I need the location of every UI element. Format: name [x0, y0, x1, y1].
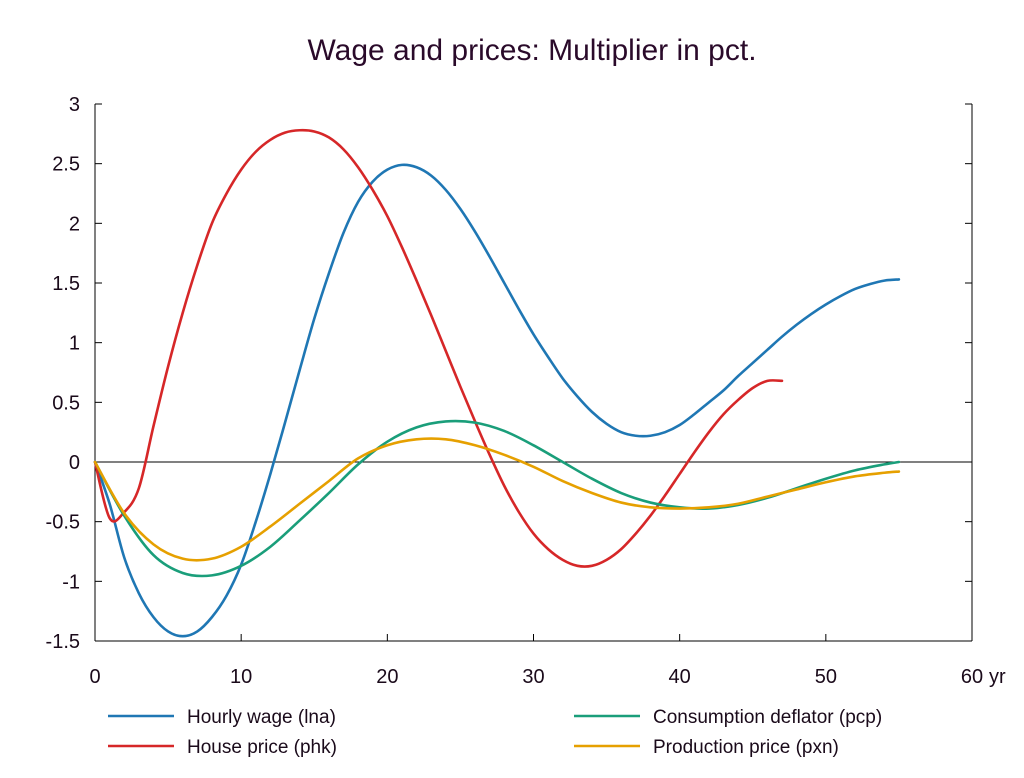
x-tick-label: 10 — [230, 666, 252, 688]
x-tick-label: 20 — [376, 666, 398, 688]
x-tick-label: 50 — [815, 666, 837, 688]
x-unit-label: yr — [989, 666, 1006, 688]
series-lines — [93, 128, 901, 638]
legend-label: Production price (pxn) — [653, 737, 839, 758]
legend-item: Hourly wage (lna) — [108, 707, 336, 728]
x-tick-label: 0 — [89, 666, 100, 688]
legend-label: Hourly wage (lna) — [187, 707, 336, 728]
legend-item: House price (phk) — [108, 737, 337, 758]
series-line-3 — [93, 419, 901, 578]
legend-item: Production price (pxn) — [574, 737, 839, 758]
y-tick-label: 0 — [69, 452, 80, 474]
legend: Hourly wage (lna) House price (phk) Consum… — [108, 707, 882, 758]
legend-label: Consumption deflator (pcp) — [653, 707, 882, 728]
y-tick-label: 3 — [69, 94, 80, 116]
chart-title: Wage and prices: Multiplier in pct. — [307, 34, 756, 67]
y-tick-label: 2.5 — [52, 154, 80, 176]
y-tick-label: 1.5 — [52, 273, 80, 295]
series-line-1 — [93, 163, 901, 638]
y-tick-label: 1 — [69, 333, 80, 355]
y-tick-label: -1 — [62, 571, 80, 593]
legend-item: Consumption deflator (pcp) — [574, 707, 882, 728]
x-tick-label: 40 — [669, 666, 691, 688]
legend-label: House price (phk) — [187, 737, 337, 758]
series-line-2 — [93, 128, 784, 568]
x-tick-label: 60 — [961, 666, 983, 688]
plot-frame — [94, 104, 973, 642]
axes: 3 2.5 2 1.5 1 0.5 0 -0.5 -1 -1.5 0 10 20 30 40 50 60 yr — [46, 94, 1006, 688]
y-tick-label: 2 — [69, 213, 80, 235]
y-tick-label: -1.5 — [46, 631, 80, 653]
y-tick-label: -0.5 — [46, 512, 80, 534]
x-tick-label: 30 — [522, 666, 544, 688]
series-line-4 — [93, 437, 901, 562]
y-tick-label: 0.5 — [52, 392, 80, 414]
